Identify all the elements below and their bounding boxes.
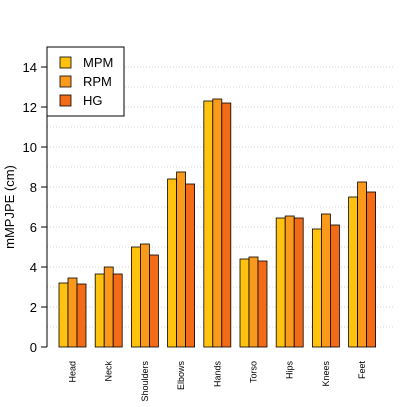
y-tick-labels: 0 2 4 6 8 10 12 14 [23,60,37,355]
bar-mpm-feet [348,196,359,348]
bar-rpm-elbows [176,171,187,348]
category-label: Torso [249,361,259,383]
y-tick-label: 6 [30,220,37,235]
category-label: Hips [285,361,295,380]
category-label: Neck [104,361,114,382]
bar-hg-hands [221,102,232,348]
y-tick-label: 10 [23,140,37,155]
y-axis-title: mMPJPE (cm) [2,165,17,249]
legend-label-mpm: MPM [83,55,113,70]
category-label: Hands [212,361,222,388]
bar-rpm-hips [284,215,295,348]
bar-hg-hips [293,217,304,348]
bar-mpm-hips [275,217,286,348]
bar-mpm-head [58,282,69,348]
category-label: Feet [357,361,367,380]
bar-mpm-elbows [167,178,178,348]
y-tick-label: 8 [30,180,37,195]
bar-mpm-knees [311,228,322,348]
category-label: Shoulders [140,361,150,402]
bar-hg-neck [112,273,123,348]
legend-swatch-mpm [59,56,72,69]
y-tick-label: 14 [23,60,37,75]
bar-hg-knees [329,224,340,348]
bar-rpm-feet [357,181,368,348]
bar-rpm-torso [248,256,259,348]
bar-rpm-knees [320,213,331,348]
bar-mpm-shoulders [130,246,141,348]
category-label: Knees [321,361,331,387]
category-label: Head [68,361,78,383]
bar-hg-torso [257,260,268,348]
category-labels: Head Neck Shoulders Elbows Hands Torso Hips Kne… [68,361,368,402]
legend-label-rpm: RPM [83,74,112,89]
bar-hg-head [76,283,87,348]
bar-hg-shoulders [148,254,159,348]
bar-hg-elbows [185,183,196,348]
bar-rpm-shoulders [139,243,150,348]
legend: MPM RPM HG [46,46,125,117]
y-tick-label: 12 [23,100,37,115]
bars [58,98,377,348]
bar-mpm-torso [239,258,250,348]
bar-rpm-neck [103,266,114,348]
category-label: Elbows [176,361,186,391]
y-tick-label: 2 [30,300,37,315]
legend-swatch-hg [59,94,72,107]
y-tick-label: 0 [30,340,37,355]
bar-rpm-head [67,277,78,348]
bar-mpm-neck [94,273,105,348]
bar-rpm-hands [212,98,223,348]
bar-mpm-hands [203,100,214,348]
y-tick-label: 4 [30,260,37,275]
legend-swatch-rpm [59,75,72,88]
legend-label-hg: HG [83,93,103,108]
bar-hg-feet [366,191,377,348]
y-axis [41,66,48,348]
